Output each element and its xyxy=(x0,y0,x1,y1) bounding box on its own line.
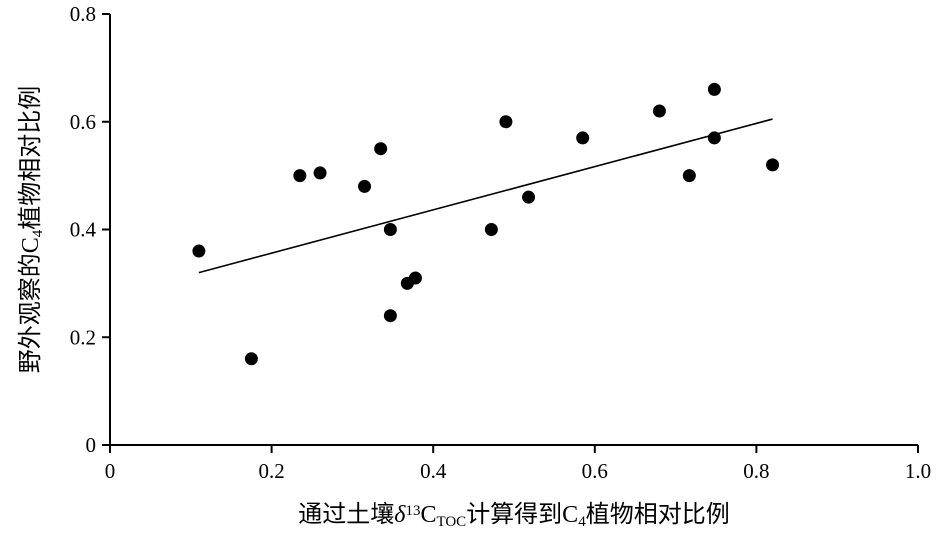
data-point xyxy=(244,352,258,366)
trendline-group xyxy=(198,118,773,274)
y-axis-title: 野外观察的C4植物相对比例 xyxy=(17,86,46,374)
axis-labels: 0 0.2 0.4 0.6 0.8 1.0 0 0.2 0.4 0.6 0.8 通过土壤δ13CTOC… xyxy=(17,2,931,530)
x-tick-label: 0.8 xyxy=(743,459,769,483)
axis-title-part: 野外观察的C xyxy=(17,237,44,373)
data-point xyxy=(707,131,721,145)
x-tick-label: 0.2 xyxy=(258,459,284,483)
data-point xyxy=(499,115,513,129)
axis-title-part: TOC xyxy=(436,514,466,530)
data-point xyxy=(484,223,498,236)
axis-title-part: 植物相对比例 xyxy=(17,86,44,230)
x-tick-label: 0 xyxy=(105,459,116,483)
data-point xyxy=(682,169,696,183)
x-tick-label: 1.0 xyxy=(905,459,931,483)
trendline xyxy=(198,118,773,274)
axis-title-part: 通过土壤 xyxy=(298,501,394,528)
data-point xyxy=(408,271,422,285)
data-points xyxy=(192,82,780,366)
y-tick-label: 0.2 xyxy=(70,325,96,349)
data-point xyxy=(576,131,590,145)
data-point xyxy=(192,244,206,258)
data-point xyxy=(707,82,721,96)
axis-title-part: 计算得到C xyxy=(466,501,578,528)
data-point xyxy=(383,309,397,323)
x-tick-label: 0.4 xyxy=(420,459,447,483)
x-axis-title: 通过土壤δ13CTOC计算得到C4植物相对比例 xyxy=(298,501,729,530)
data-point xyxy=(293,169,307,183)
y-tick-label: 0.6 xyxy=(70,110,96,134)
y-tick-label: 0 xyxy=(86,433,97,457)
data-point xyxy=(766,158,780,172)
data-point xyxy=(522,190,536,204)
data-point xyxy=(358,179,372,193)
axis-title-part: C xyxy=(420,502,436,528)
axis-title-part: 植物相对比例 xyxy=(586,501,730,528)
data-point xyxy=(374,142,388,156)
y-tick-label: 0.4 xyxy=(70,218,97,242)
axes xyxy=(102,13,919,453)
axis-title-part: 4 xyxy=(30,229,46,237)
data-point xyxy=(383,223,397,236)
axis-title-part: 4 xyxy=(578,514,586,530)
data-point xyxy=(652,104,666,118)
axis-title-part: 13 xyxy=(405,503,420,519)
y-tick-label: 0.8 xyxy=(70,2,96,26)
data-point xyxy=(313,166,327,180)
axis-title-part: δ xyxy=(394,502,406,528)
x-tick-label: 0.6 xyxy=(582,459,608,483)
y-axis-title-group: 野外观察的C4植物相对比例 xyxy=(17,86,46,374)
